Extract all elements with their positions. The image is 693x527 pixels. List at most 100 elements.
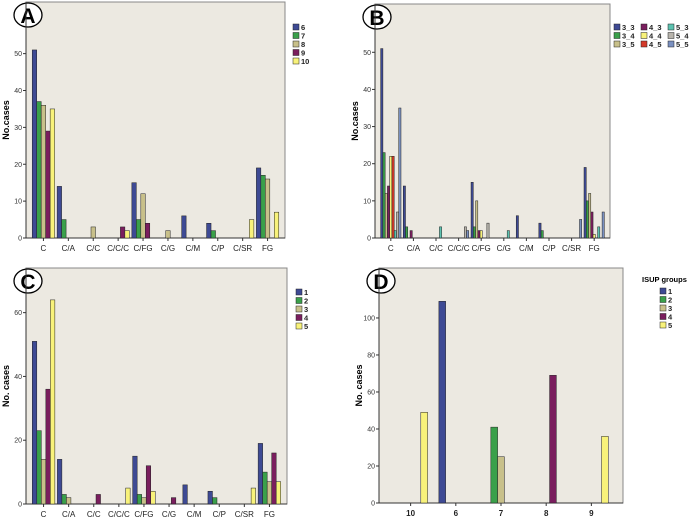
panel-label: A	[20, 5, 35, 28]
bar-2-C-A	[61, 494, 67, 505]
panel-label-circle	[366, 268, 396, 294]
bar-1-6	[438, 301, 446, 504]
x-tick-label: C/SR	[562, 244, 581, 253]
y-tick-label: 40	[363, 87, 371, 94]
legend-item: 8	[292, 40, 305, 49]
plot-area	[374, 3, 611, 239]
legend-item: 2	[659, 296, 672, 305]
y-tick-label: 30	[363, 124, 371, 131]
x-tick-label: C/FG	[133, 244, 152, 253]
bar-3-C	[41, 459, 47, 505]
x-tick-label: C/M	[186, 244, 201, 253]
bar-3-3-C-P	[538, 222, 542, 239]
panel-label: C	[20, 271, 35, 294]
bar-4-3-FG	[590, 211, 594, 239]
bar-4-4-C	[389, 156, 393, 239]
bar-4-C-FG	[145, 465, 151, 505]
x-tick-label: FG	[262, 244, 273, 253]
bar-2-C-P	[212, 497, 218, 505]
bar-5-3-C-G	[506, 230, 510, 239]
bar-10-C-SR	[249, 219, 255, 239]
bar-9-C-FG	[145, 223, 151, 239]
y-tick-label: 50	[14, 51, 22, 58]
legend-label: 9	[301, 49, 305, 58]
y-axis-label: No. cases	[354, 364, 364, 406]
legend-label: 4_3	[649, 23, 662, 32]
y-tick-label: 60	[14, 310, 22, 317]
bar-7-C-FG	[136, 219, 142, 239]
panel-label: D	[373, 271, 388, 294]
x-tick-label: FG	[589, 244, 600, 253]
x-tick-label: C/FG	[472, 244, 491, 253]
legend-label: 4_5	[649, 40, 662, 49]
y-tick-label: 40	[14, 374, 22, 381]
legend-item: 5_5	[667, 40, 689, 49]
y-tick-label: 100	[363, 315, 375, 322]
x-tick-label: C/C/C	[107, 244, 129, 253]
x-tick-label: C/C	[86, 244, 100, 253]
legend-item: 4	[295, 314, 309, 323]
legend-label: 6	[301, 23, 305, 32]
x-tick-label: C/P	[211, 244, 224, 253]
bar-5-3-C	[393, 230, 397, 239]
x-tick-label: 7	[499, 509, 504, 518]
y-tick-label: 0	[367, 236, 371, 243]
x-tick-label: C/A	[62, 510, 76, 519]
legend-label: 5	[304, 322, 308, 331]
y-axis-label: No.cases	[1, 100, 11, 140]
legend-swatch	[292, 40, 300, 48]
bar-3-FG	[266, 481, 272, 505]
legend-label: 3_5	[622, 40, 635, 49]
legend-swatch	[295, 297, 303, 304]
x-tick-label: C/M	[519, 244, 534, 253]
bar-5-C-FG	[150, 490, 156, 505]
bar-1-C-A	[57, 459, 63, 505]
y-tick-label: 20	[367, 463, 375, 470]
legend-item: 3_5	[613, 40, 635, 49]
bar-5-C	[50, 299, 56, 505]
plot-area	[25, 267, 288, 505]
bar-10-C	[49, 108, 55, 239]
y-axis-label: No. cases	[1, 365, 11, 407]
bar-8-C-C	[90, 226, 96, 239]
bar-8-C	[40, 105, 46, 239]
bar-6-C	[31, 49, 37, 239]
legend-swatch	[292, 23, 300, 31]
y-tick-label: 0	[18, 502, 22, 509]
legend-label: 3	[304, 305, 308, 314]
x-tick-label: C/G	[161, 244, 175, 253]
legend-label: 2	[304, 297, 308, 306]
legend-swatch	[659, 304, 667, 312]
x-tick-label: C/A	[62, 244, 76, 253]
y-axis-label: No.cases	[350, 101, 360, 141]
legend-swatch	[295, 314, 303, 321]
x-tick-label: C	[388, 244, 394, 253]
bar-6-FG	[256, 167, 262, 239]
bar-1-C	[32, 341, 38, 505]
legend-swatch	[613, 40, 621, 48]
y-tick-label: 40	[14, 88, 22, 95]
legend-item: 3_4	[613, 32, 635, 41]
bar-9-C-C-C	[120, 226, 126, 239]
bar-7-FG	[260, 175, 266, 239]
bar-1-C-FG	[132, 455, 138, 505]
bar-10-FG	[274, 211, 280, 239]
bar-3-5-C	[384, 193, 388, 239]
legend-item: 5_4	[667, 32, 689, 41]
legend-label: 1	[304, 288, 308, 297]
bar-5-C-SR	[250, 487, 256, 505]
bar-3-3-C	[380, 48, 384, 239]
legend-label: 3_3	[622, 23, 635, 32]
x-tick-label: C	[41, 244, 47, 253]
legend-label: 4	[304, 314, 309, 323]
bar-5-10	[420, 412, 428, 504]
x-tick-label: FG	[264, 510, 275, 519]
bar-7-C-A	[61, 219, 67, 239]
x-tick-label: 6	[454, 509, 459, 518]
legend-title: ISUP groups	[642, 275, 687, 284]
legend-swatch	[659, 296, 667, 303]
x-tick-label: C/SR	[233, 244, 252, 253]
bar-3-7	[497, 456, 505, 504]
legend-item: 4_5	[640, 40, 662, 49]
y-tick-label: 80	[367, 352, 375, 359]
